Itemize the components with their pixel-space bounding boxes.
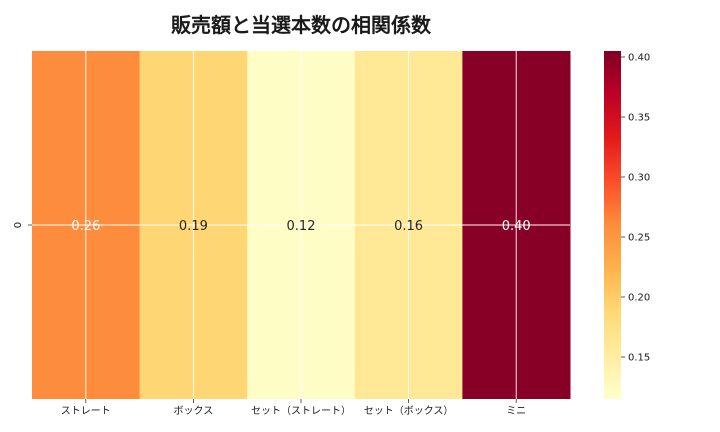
colorbar-tick-label: 0.25 — [628, 233, 650, 244]
cell-value-label: 0.19 — [179, 219, 208, 234]
colorbar-gradient — [604, 51, 621, 399]
grid-lines — [32, 51, 570, 399]
x-tick-label: ボックス — [174, 405, 214, 417]
y-axis-ticks: 0 — [13, 222, 32, 228]
colorbar-tick-label: 0.20 — [628, 293, 650, 304]
x-tick-label: ミニ — [506, 406, 526, 417]
x-tick-label: セット（ボックス） — [364, 405, 454, 417]
colorbar-tick-label: 0.35 — [628, 113, 650, 124]
cell-value-labels: 0.26 0.19 0.12 0.16 0.40 — [71, 219, 530, 234]
chart-title: 販売額と当選本数の相関係数 — [171, 13, 432, 37]
x-axis-ticks: ストレート ボックス セット（ストレート） セット（ボックス） ミニ — [61, 399, 526, 417]
colorbar: 0.15 0.20 0.25 0.30 0.35 0.40 — [604, 51, 650, 399]
cell-value-label: 0.12 — [287, 219, 316, 234]
colorbar-tick-label: 0.30 — [628, 173, 650, 184]
x-tick-label: セット（ストレート） — [251, 405, 351, 417]
cell-value-label: 0.16 — [394, 219, 423, 234]
y-tick-label: 0 — [13, 222, 24, 228]
colorbar-tick-label: 0.15 — [628, 353, 650, 364]
colorbar-tick-label: 0.40 — [628, 53, 650, 64]
cell-value-label: 0.40 — [502, 219, 531, 234]
cell-value-label: 0.26 — [71, 219, 100, 234]
x-tick-label: ストレート — [61, 406, 111, 417]
